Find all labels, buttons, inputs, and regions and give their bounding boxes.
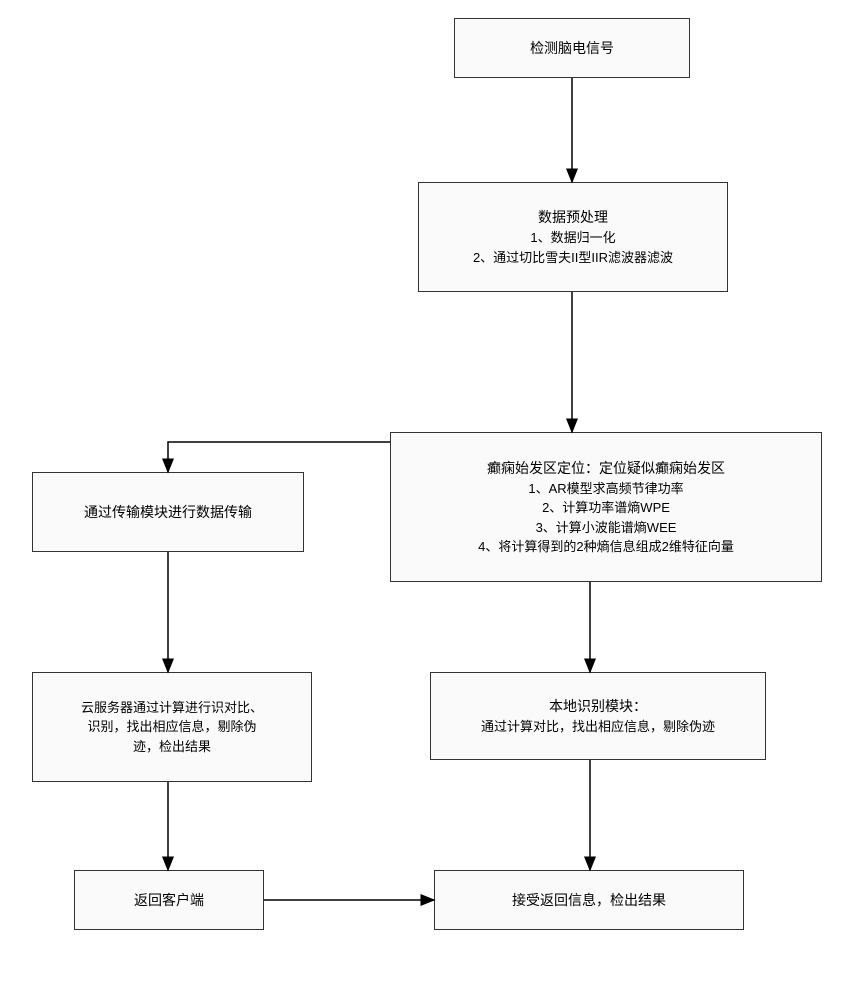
node-title: 检测脑电信号 xyxy=(530,38,614,59)
node-title: 数据预处理 xyxy=(538,207,608,228)
node-line: 云服务器通过计算进行识对比、 xyxy=(81,698,263,718)
node-receive-result: 接受返回信息，检出结果 xyxy=(434,870,744,930)
node-title: 癫痫始发区定位：定位疑似癫痫始发区 xyxy=(487,458,725,479)
node-line: 3、计算小波能谱熵WEE xyxy=(536,518,677,538)
node-return-client: 返回客户端 xyxy=(74,870,264,930)
node-line: 识别，找出相应信息，剔除伪 xyxy=(87,717,256,737)
node-line: 1、AR模型求高频节律功率 xyxy=(528,479,683,499)
node-localization: 癫痫始发区定位：定位疑似癫痫始发区 1、AR模型求高频节律功率 2、计算功率谱熵… xyxy=(390,432,822,582)
node-preprocessing: 数据预处理 1、数据归一化 2、通过切比雪夫II型IIR滤波器滤波 xyxy=(418,182,728,292)
node-cloud-server: 云服务器通过计算进行识对比、 识别，找出相应信息，剔除伪 迹，检出结果 xyxy=(32,672,312,782)
node-line: 2、计算功率谱熵WPE xyxy=(542,498,670,518)
node-line: 4、将计算得到的2种熵信息组成2维特征向量 xyxy=(478,537,734,557)
node-line: 迹，检出结果 xyxy=(133,737,211,757)
node-title: 通过传输模块进行数据传输 xyxy=(84,502,252,523)
node-line: 1、数据归一化 xyxy=(530,228,615,248)
node-local-recognition: 本地识别模块： 通过计算对比，找出相应信息，剔除伪迹 xyxy=(430,672,766,760)
node-transmission: 通过传输模块进行数据传输 xyxy=(32,472,304,552)
node-detect-signal: 检测脑电信号 xyxy=(454,18,690,78)
node-title: 返回客户端 xyxy=(134,890,204,911)
node-title: 本地识别模块： xyxy=(549,696,647,717)
node-line: 通过计算对比，找出相应信息，剔除伪迹 xyxy=(481,717,715,737)
node-line: 2、通过切比雪夫II型IIR滤波器滤波 xyxy=(473,248,673,268)
node-title: 接受返回信息，检出结果 xyxy=(512,890,666,911)
